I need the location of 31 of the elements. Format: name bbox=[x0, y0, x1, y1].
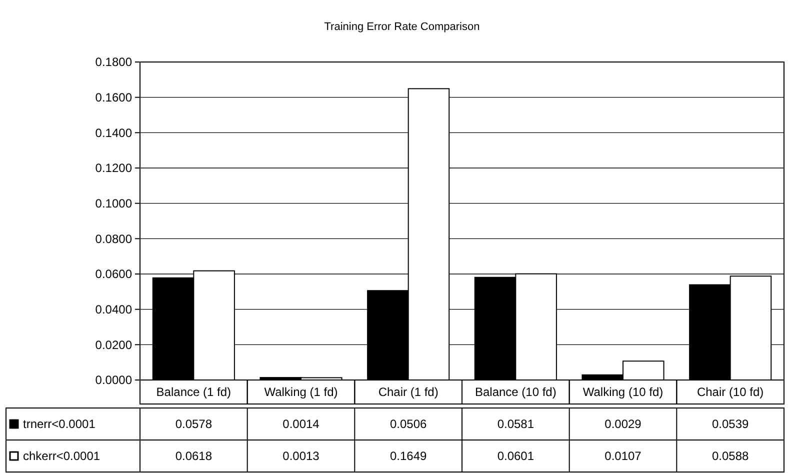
x-tick-label: Walking (1 fd) bbox=[264, 385, 338, 400]
y-tick-label: 0.0200 bbox=[95, 338, 132, 352]
y-tick-label: 0.0400 bbox=[95, 302, 132, 317]
data-label: 0.0578 bbox=[175, 417, 212, 432]
legend-label: chkerr<0.0001 bbox=[23, 449, 100, 464]
x-tick-label: Balance (1 fd) bbox=[156, 385, 232, 400]
data-label: 0.0107 bbox=[604, 449, 642, 464]
y-tick-label: 0.1200 bbox=[95, 161, 132, 176]
data-label: 0.1649 bbox=[390, 449, 428, 464]
x-tick-label: Chair (1 fd) bbox=[378, 385, 438, 400]
data-label: 0.0013 bbox=[282, 449, 320, 464]
legend-label: trnerr<0.0001 bbox=[23, 417, 96, 432]
x-tick-label: Chair (10 fd) bbox=[696, 385, 764, 400]
y-tick-label: 0.1600 bbox=[95, 90, 132, 105]
chart-title: Training Error Rate Comparison bbox=[324, 21, 480, 33]
y-tick-label: 0.1800 bbox=[95, 55, 132, 70]
y-tick-label: 0.0800 bbox=[95, 232, 132, 246]
x-tick-label: Balance (10 fd) bbox=[474, 385, 556, 400]
data-label: 0.0581 bbox=[497, 417, 534, 432]
data-label: 0.0029 bbox=[604, 417, 642, 432]
y-tick-label: 0.0600 bbox=[95, 267, 132, 282]
x-tick-label: Walking (10 fd) bbox=[582, 385, 664, 400]
y-tick-label: 0.0000 bbox=[95, 373, 132, 388]
data-label: 0.0588 bbox=[712, 449, 750, 464]
data-label: 0.0618 bbox=[175, 449, 212, 464]
y-tick-label: 0.1400 bbox=[95, 126, 132, 140]
data-label: 0.0506 bbox=[390, 417, 428, 432]
y-tick-label: 0.1000 bbox=[95, 196, 132, 211]
data-label: 0.0601 bbox=[497, 449, 534, 464]
data-label: 0.0539 bbox=[712, 417, 750, 432]
data-label: 0.0014 bbox=[282, 417, 320, 432]
